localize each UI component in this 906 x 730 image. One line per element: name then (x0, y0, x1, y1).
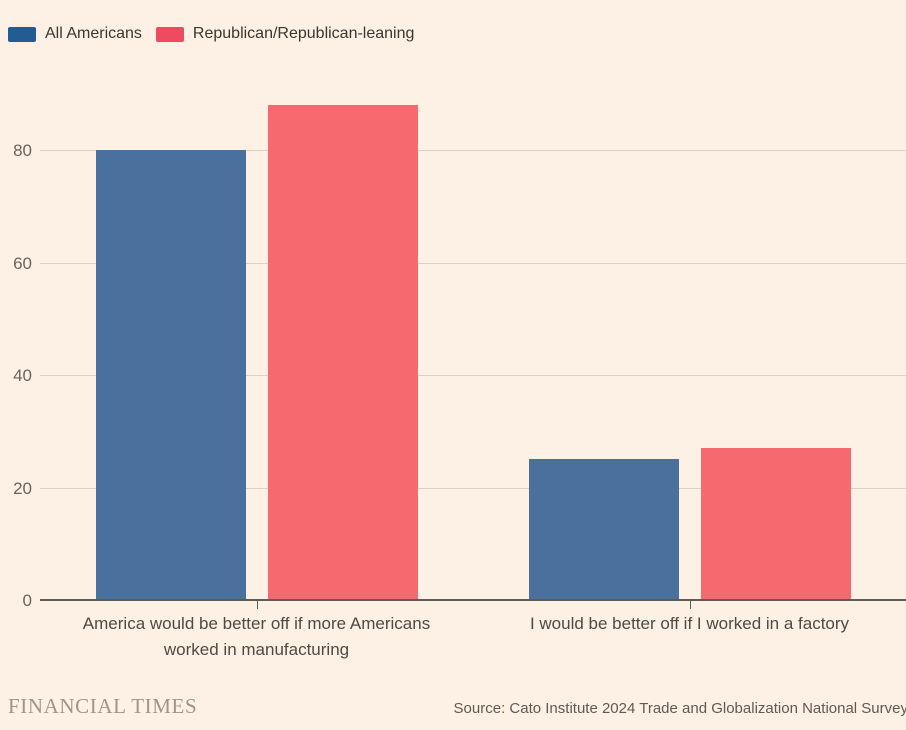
legend-item: Republican/Republican-leaning (155, 25, 415, 42)
ytick-label: 80 (13, 141, 32, 160)
gridline (40, 262, 906, 264)
gridline (40, 487, 906, 489)
gridline (40, 150, 906, 151)
legend-swatch-icon (155, 26, 184, 42)
legend-label: All Americans (45, 25, 142, 42)
bar-all-americans (95, 150, 246, 600)
bar-republican-republican-leaning (267, 105, 418, 600)
ytick-label: 0 (22, 591, 32, 610)
source-credit: Source: Cato Institute 2024 Trade and Gl… (453, 700, 906, 717)
category-label: America would be better off if more Amer… (82, 614, 431, 660)
legend-label: Republican/Republican-leaning (192, 25, 415, 42)
legend-swatch-icon (8, 26, 36, 42)
category-label: I would be better off if I worked in a f… (529, 614, 850, 633)
category-tick (256, 600, 258, 609)
legend-item: All Americans (8, 26, 142, 42)
ft-logo: FINANCIAL TIMES (8, 694, 198, 718)
gridline (40, 375, 906, 376)
bar-republican-republican-leaning (700, 448, 851, 600)
category-tick (689, 600, 691, 609)
x-axis-line (40, 599, 906, 601)
ytick-label: 40 (13, 366, 32, 385)
bar-all-americans (528, 459, 679, 600)
legend: All Americans Republican/Republican-leani… (8, 26, 414, 42)
ytick-label: 20 (13, 478, 32, 498)
ytick-label: 60 (13, 253, 32, 273)
